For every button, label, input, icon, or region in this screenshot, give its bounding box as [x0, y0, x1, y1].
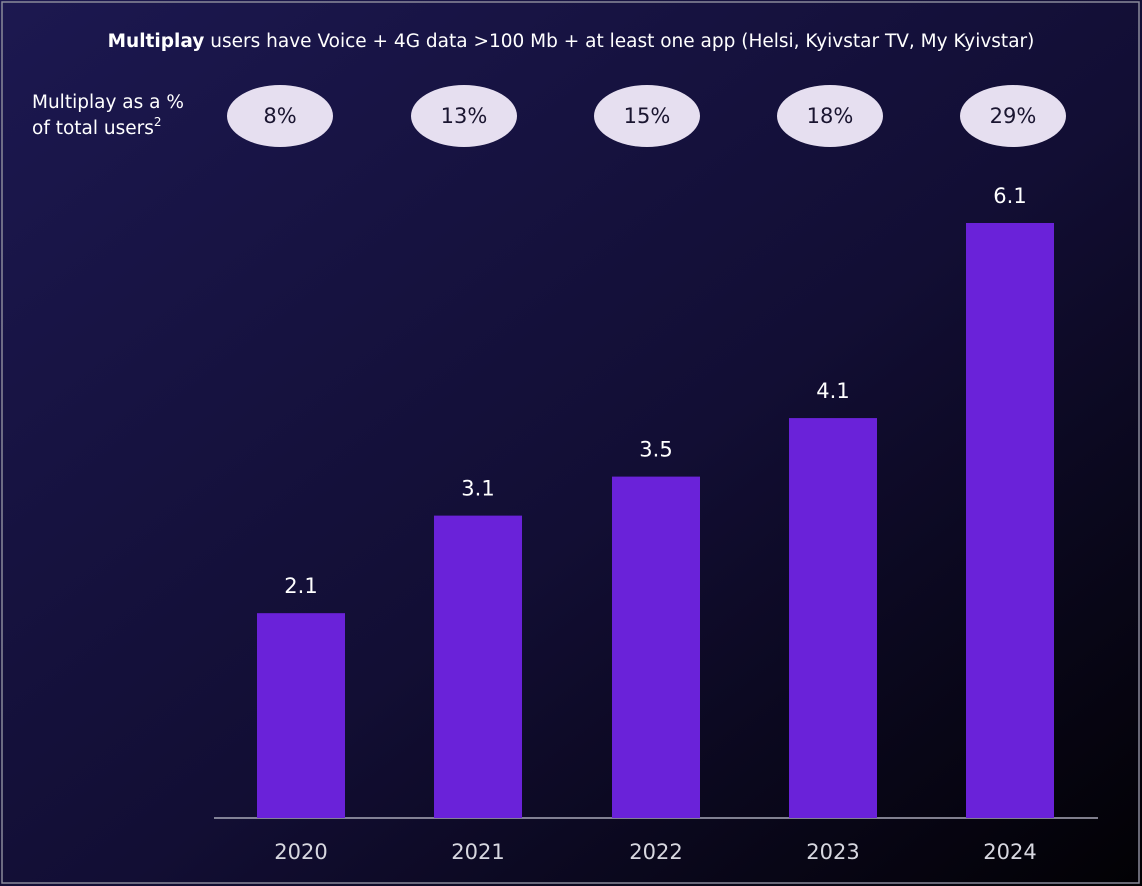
chart-title: Multiplay users have Voice + 4G data >100… — [108, 31, 1035, 52]
title-bold: Multiplay — [108, 31, 205, 52]
value-label: 3.5 — [639, 438, 672, 462]
bar — [257, 613, 345, 818]
value-label: 3.1 — [461, 477, 494, 501]
share-value-label: 13% — [441, 104, 488, 128]
share-bubble — [960, 85, 1066, 147]
value-label: 2.1 — [284, 574, 317, 598]
bar — [434, 515, 522, 818]
x-tick-label: 2023 — [806, 840, 859, 864]
share-value-label: 8% — [263, 104, 296, 128]
title-text: users have Voice + 4G data >100 Mb + at … — [210, 31, 1034, 52]
share-value-label: 15% — [624, 104, 671, 128]
share-label-line: of total users — [32, 118, 154, 139]
share-bubble — [777, 85, 883, 147]
value-label: 6.1 — [993, 184, 1026, 208]
value-label: 4.1 — [816, 379, 849, 403]
x-tick-label: 2022 — [629, 840, 682, 864]
share-bubble — [594, 85, 700, 147]
share-bubble — [227, 85, 333, 147]
share-label: of total users2 — [32, 115, 162, 140]
share-value-label: 18% — [807, 104, 854, 128]
x-tick-label: 2021 — [451, 840, 504, 864]
bar — [612, 476, 700, 818]
x-tick-label: 2020 — [274, 840, 327, 864]
footnote: 2 — [154, 115, 162, 129]
share-bubble — [411, 85, 517, 147]
share-label: Multiplay as a % — [32, 92, 184, 113]
bar — [966, 223, 1054, 818]
share-value-label: 29% — [990, 104, 1037, 128]
x-tick-label: 2024 — [983, 840, 1036, 864]
bar — [789, 418, 877, 818]
